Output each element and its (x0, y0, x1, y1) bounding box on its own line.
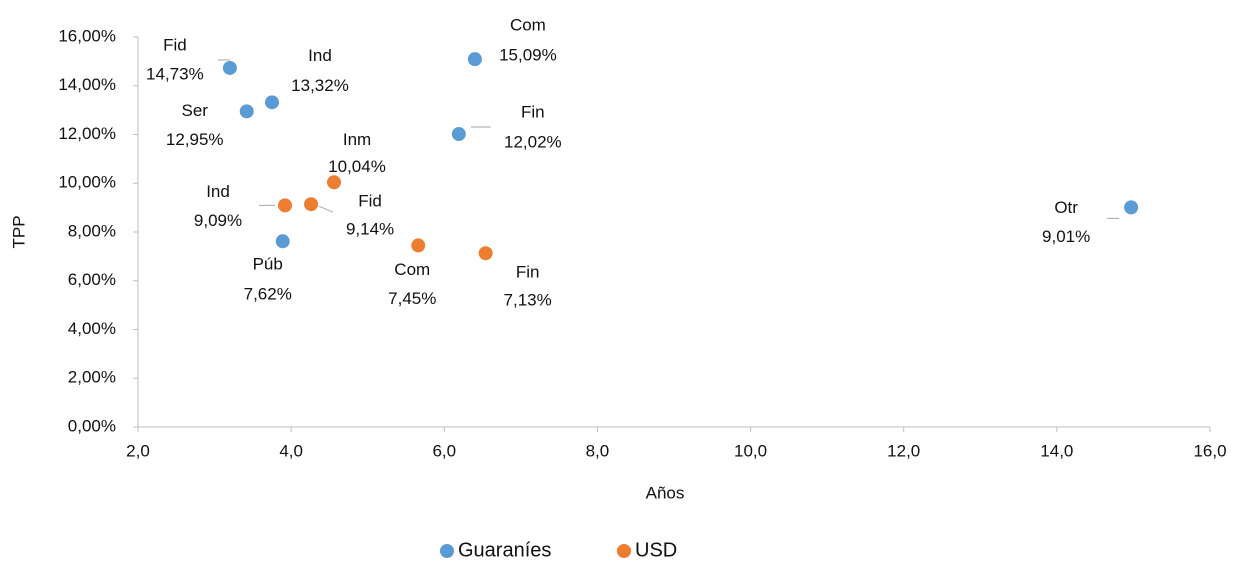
point (411, 238, 426, 253)
point-name-label: Ser (181, 101, 208, 120)
legend-label: Guaraníes (458, 539, 551, 561)
x-tick-label: 14,0 (1040, 441, 1073, 460)
leader-line (318, 205, 334, 213)
data-label: 12,02% (504, 132, 562, 151)
data-label: 7,13% (504, 291, 552, 310)
point (239, 104, 254, 119)
point-name-label: Otr (1054, 198, 1078, 217)
x-axis-title: Años (646, 483, 685, 502)
y-tick-label: 16,00% (58, 26, 116, 45)
legend-marker (440, 544, 454, 558)
y-tick-label: 2,00% (68, 368, 116, 387)
point (467, 52, 482, 67)
point-name-label: Púb (253, 255, 283, 274)
data-label: 13,32% (291, 76, 349, 95)
point (304, 197, 319, 212)
y-tick-label: 14,00% (58, 75, 116, 94)
x-tick-label: 8,0 (586, 441, 610, 460)
x-tick-label: 4,0 (279, 441, 303, 460)
x-tick-label: 10,0 (734, 441, 767, 460)
point (478, 246, 493, 261)
point (265, 95, 279, 110)
point-name-label: Inm (343, 130, 371, 149)
y-tick-label: 10,00% (58, 173, 116, 192)
y-tick-label: 8,00% (68, 221, 116, 240)
point (1124, 200, 1139, 215)
data-label: 10,04% (328, 157, 386, 176)
point-name-label: Ind (206, 182, 230, 201)
data-label: 9,14% (346, 220, 394, 239)
data-label: 9,01% (1042, 227, 1090, 246)
point-name-label: Ind (308, 46, 332, 65)
point-name-label: Fin (516, 263, 540, 282)
point-name-label: Com (510, 16, 546, 35)
data-label: 7,45% (388, 289, 436, 308)
y-tick-label: 4,00% (68, 319, 116, 338)
point (222, 60, 237, 75)
point-name-label: Com (394, 260, 430, 279)
y-tick-label: 12,00% (58, 124, 116, 143)
x-tick-label: 16,0 (1193, 441, 1226, 460)
point (278, 198, 293, 213)
legend-label: USD (635, 539, 677, 561)
point-name-label: Fin (521, 102, 545, 121)
point-name-label: Fid (163, 35, 187, 54)
legend-marker (617, 544, 631, 558)
point (275, 234, 290, 249)
y-tick-label: 0,00% (68, 416, 116, 435)
data-label: 12,95% (166, 130, 224, 149)
point (327, 175, 342, 190)
y-axis-title: TPP (9, 215, 28, 248)
data-label: 15,09% (499, 46, 557, 65)
data-label: 9,09% (194, 211, 242, 230)
x-tick-label: 12,0 (887, 441, 920, 460)
data-label: 14,73% (146, 64, 204, 83)
point-name-label: Fid (358, 192, 382, 211)
x-tick-label: 2,0 (126, 441, 150, 460)
y-tick-label: 6,00% (68, 270, 116, 289)
x-tick-label: 6,0 (432, 441, 456, 460)
data-label: 7,62% (244, 285, 292, 304)
point (451, 127, 466, 142)
